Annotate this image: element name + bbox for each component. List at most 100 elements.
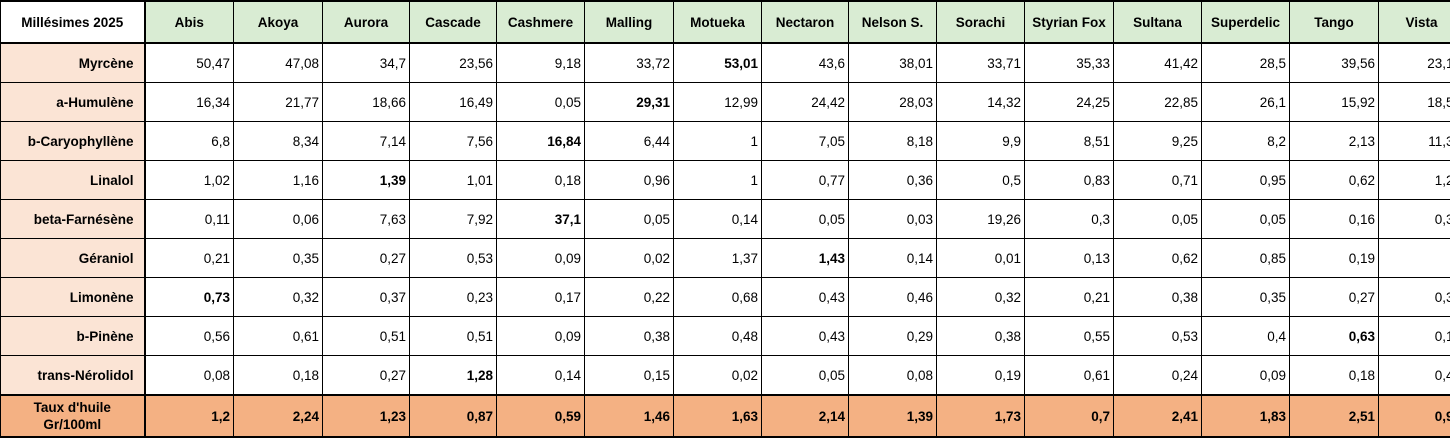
table-cell: 0,16 bbox=[1290, 200, 1379, 239]
table-cell: 0,32 bbox=[937, 278, 1025, 317]
table-cell: 0,61 bbox=[234, 317, 323, 356]
table-cell: 28,03 bbox=[849, 83, 937, 122]
table-cell: 0,35 bbox=[234, 239, 323, 278]
total-cell: 1,46 bbox=[585, 395, 674, 437]
table-cell: 47,08 bbox=[234, 43, 323, 83]
table-cell: 0,38 bbox=[585, 317, 674, 356]
table-cell: 0,51 bbox=[323, 317, 410, 356]
table-cell: 0,4 bbox=[1202, 317, 1290, 356]
table-cell: 0,45 bbox=[1379, 356, 1450, 396]
table-cell: 0,08 bbox=[145, 356, 234, 396]
table-cell: 0,32 bbox=[234, 278, 323, 317]
table-cell: 0,03 bbox=[849, 200, 937, 239]
table-cell: 7,63 bbox=[323, 200, 410, 239]
total-cell: 2,14 bbox=[762, 395, 849, 437]
table-cell: 0,85 bbox=[1202, 239, 1290, 278]
total-cell: 1,2 bbox=[145, 395, 234, 437]
table-cell: 7,05 bbox=[762, 122, 849, 161]
table-cell: 0,29 bbox=[849, 317, 937, 356]
table-cell: 0,02 bbox=[674, 356, 762, 396]
table-cell: 0,63 bbox=[1290, 317, 1379, 356]
column-header: Nectaron bbox=[762, 1, 849, 43]
table-cell: 0,05 bbox=[762, 356, 849, 396]
table-cell: 0,56 bbox=[145, 317, 234, 356]
table-cell: 0,17 bbox=[497, 278, 585, 317]
corner-label: Millésimes 2025 bbox=[1, 1, 145, 43]
table-cell: 0,38 bbox=[1114, 278, 1202, 317]
table-cell: 0,27 bbox=[1290, 278, 1379, 317]
table-cell: 26,1 bbox=[1202, 83, 1290, 122]
table-cell: 0,02 bbox=[585, 239, 674, 278]
table-cell: 50,47 bbox=[145, 43, 234, 83]
table-cell: 0,68 bbox=[674, 278, 762, 317]
table-cell: 29,31 bbox=[585, 83, 674, 122]
column-header: Malling bbox=[585, 1, 674, 43]
total-cell: 1,83 bbox=[1202, 395, 1290, 437]
column-header: Cashmere bbox=[497, 1, 585, 43]
table-cell: 0,18 bbox=[234, 356, 323, 396]
table-cell: 23,13 bbox=[1379, 43, 1450, 83]
table-cell: 0,51 bbox=[410, 317, 497, 356]
table-cell: 0,05 bbox=[762, 200, 849, 239]
table-cell: 8,51 bbox=[1025, 122, 1114, 161]
total-cell: 2,24 bbox=[234, 395, 323, 437]
row-label: beta-Farnésène bbox=[1, 200, 145, 239]
row-label: Linalol bbox=[1, 161, 145, 200]
table-cell: 22,85 bbox=[1114, 83, 1202, 122]
table-cell: 0,27 bbox=[323, 239, 410, 278]
table-cell: 0,15 bbox=[585, 356, 674, 396]
table-cell: 8,18 bbox=[849, 122, 937, 161]
table-cell: 1 bbox=[674, 161, 762, 200]
table-cell: 35,33 bbox=[1025, 43, 1114, 83]
total-cell: 2,41 bbox=[1114, 395, 1202, 437]
table-cell: 0,05 bbox=[1114, 200, 1202, 239]
table-cell: 0,53 bbox=[1114, 317, 1202, 356]
table-cell: 2,13 bbox=[1290, 122, 1379, 161]
table-cell: 0,05 bbox=[497, 83, 585, 122]
table-cell: 0,62 bbox=[1290, 161, 1379, 200]
table-cell: 8,2 bbox=[1202, 122, 1290, 161]
table-cell: 1 bbox=[674, 122, 762, 161]
table-cell: 1,39 bbox=[323, 161, 410, 200]
total-cell: 0,98 bbox=[1379, 395, 1450, 437]
table-cell: 0,21 bbox=[1025, 278, 1114, 317]
table-cell: 0,18 bbox=[1290, 356, 1379, 396]
table-cell: 0,06 bbox=[234, 200, 323, 239]
table-cell: 0,13 bbox=[1025, 239, 1114, 278]
table-cell: 0,62 bbox=[1114, 239, 1202, 278]
column-header: Sultana bbox=[1114, 1, 1202, 43]
column-header: Akoya bbox=[234, 1, 323, 43]
table-cell: 0,14 bbox=[849, 239, 937, 278]
row-label: a-Humulène bbox=[1, 83, 145, 122]
table-cell: 0,19 bbox=[937, 356, 1025, 396]
column-header: Abis bbox=[145, 1, 234, 43]
table-cell: 38,01 bbox=[849, 43, 937, 83]
table-cell: 16,84 bbox=[497, 122, 585, 161]
table-cell: 1,02 bbox=[145, 161, 234, 200]
table-cell: 34,7 bbox=[323, 43, 410, 83]
table-cell: 7,92 bbox=[410, 200, 497, 239]
total-cell: 0,7 bbox=[1025, 395, 1114, 437]
table-cell: 1,43 bbox=[762, 239, 849, 278]
total-cell: 0,59 bbox=[497, 395, 585, 437]
column-header: Superdelic bbox=[1202, 1, 1290, 43]
column-header: Vista bbox=[1379, 1, 1450, 43]
table-cell: 0,19 bbox=[1290, 239, 1379, 278]
table-cell: 0,05 bbox=[585, 200, 674, 239]
table-cell: 0,77 bbox=[762, 161, 849, 200]
row-label: Géraniol bbox=[1, 239, 145, 278]
table-cell: 0,14 bbox=[674, 200, 762, 239]
total-label-line2: Gr/100ml bbox=[5, 416, 140, 433]
table-cell: 21,77 bbox=[234, 83, 323, 122]
table-cell: 1,37 bbox=[674, 239, 762, 278]
table-cell: 23,56 bbox=[410, 43, 497, 83]
table-cell: 0,36 bbox=[849, 161, 937, 200]
table-cell: 0,96 bbox=[585, 161, 674, 200]
table-cell: 16,49 bbox=[410, 83, 497, 122]
row-label: Limonène bbox=[1, 278, 145, 317]
